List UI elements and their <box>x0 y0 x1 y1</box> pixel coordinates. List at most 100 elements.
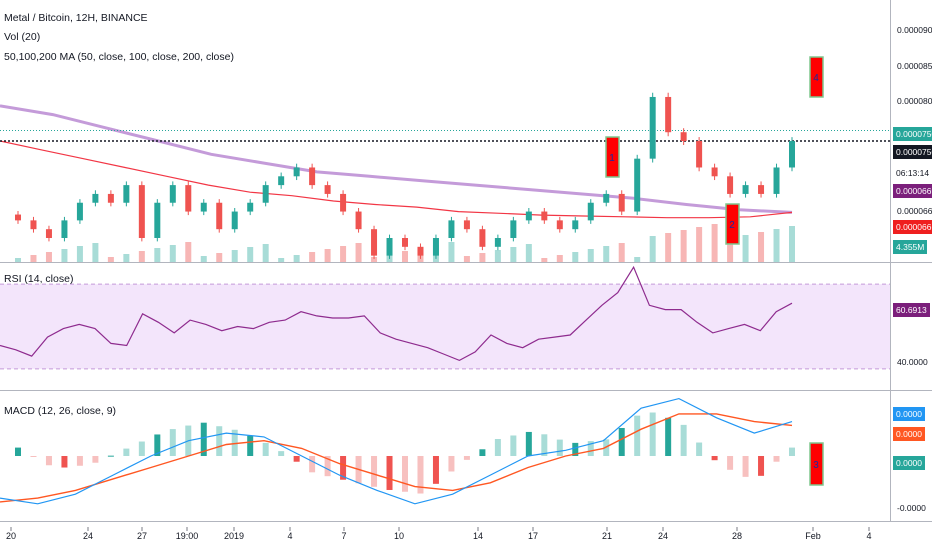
volume-bar <box>324 249 331 262</box>
rsi-value-tag: 60.6913 <box>893 303 930 317</box>
candle <box>773 167 780 194</box>
macd-histogram-bar <box>572 442 579 456</box>
volume-bar <box>494 250 501 262</box>
volume-bar <box>278 258 285 262</box>
rsi-chart[interactable] <box>0 263 890 390</box>
volume-bar <box>355 243 362 262</box>
annotation-box <box>809 442 824 486</box>
macd-histogram-bar <box>340 456 347 480</box>
annotation-label: 2 <box>729 220 735 231</box>
candle <box>618 193 625 212</box>
macd-histogram-bar <box>432 456 439 484</box>
price-chart[interactable]: 1 2 4 <box>0 0 890 262</box>
time-label: 14 <box>472 531 484 541</box>
macd-histogram-bar <box>773 456 780 462</box>
macd-histogram-bar <box>30 456 37 457</box>
signal-value-tag: 0.0000 <box>893 427 925 441</box>
macd-histogram-bar <box>494 439 501 456</box>
volume-bar <box>340 246 347 262</box>
macd-histogram-bar <box>742 456 749 477</box>
price-pane[interactable]: 1 2 4 Metal / Bitcoin, 12H, BINANCE Vol (2… <box>0 0 890 262</box>
volume-legend: Vol (20) <box>4 31 41 43</box>
volume-bar <box>572 252 579 262</box>
macd-histogram-bar <box>649 412 656 456</box>
time-label: 28 <box>731 531 743 541</box>
candle <box>45 229 52 238</box>
macd-histogram-bar <box>15 447 21 456</box>
candle <box>402 238 408 247</box>
rsi-scale[interactable]: 60.6913 40.0000 <box>890 263 932 390</box>
macd-histogram-bar <box>587 441 594 456</box>
signal-line <box>0 413 793 503</box>
volume-bar <box>525 244 532 262</box>
candle <box>309 167 316 186</box>
macd-tick: -0.0000 <box>897 503 926 513</box>
volume-bar <box>587 249 594 262</box>
volume-bar <box>649 236 656 262</box>
volume-bar <box>634 257 641 262</box>
macd-histogram-bar <box>107 455 114 457</box>
macd-histogram-bar <box>293 456 300 462</box>
time-label: 19:00 <box>175 531 199 541</box>
time-label: Feb <box>805 531 821 541</box>
macd-histogram-bar <box>247 435 254 456</box>
time-label: 10 <box>393 531 405 541</box>
volume-bar <box>169 245 176 262</box>
time-label: 17 <box>527 531 539 541</box>
candle <box>169 185 176 203</box>
macd-histogram-bar <box>479 449 486 456</box>
time-label: 20 <box>5 531 17 541</box>
macd-histogram-bar <box>324 456 331 477</box>
macd-histogram-bar <box>448 456 455 472</box>
candle <box>789 141 795 168</box>
macd-pane[interactable]: 3 MACD (12, 26, close, 9) <box>0 391 890 521</box>
macd-scale[interactable]: 0.0000 0.0000 0.0000 -0.0000 <box>890 391 932 521</box>
candle <box>680 132 687 142</box>
volume-bar <box>262 244 269 262</box>
pane-separator[interactable] <box>0 262 932 263</box>
macd-histogram-bar <box>371 456 378 487</box>
candle <box>649 96 656 159</box>
candle <box>123 185 130 203</box>
symbol-legend: Metal / Bitcoin, 12H, BINANCE <box>4 12 148 24</box>
volume-bar <box>758 232 765 262</box>
macd-chart[interactable]: 3 <box>0 391 890 521</box>
countdown-tag: 06:13:14 <box>893 166 932 180</box>
macd-histogram-bar <box>525 431 532 456</box>
price-tick: 0.0000669 <box>897 206 932 216</box>
time-label: 27 <box>136 531 148 541</box>
rsi-pane[interactable]: RSI (14, close) <box>0 263 890 390</box>
annotation-box <box>725 203 740 245</box>
annotation-box <box>605 136 620 178</box>
candle <box>76 202 83 221</box>
macd-histogram-bar <box>510 435 517 456</box>
macd-histogram-bar <box>45 456 52 466</box>
volume-bar <box>154 248 161 262</box>
volume-bar <box>247 247 254 262</box>
volume-bar <box>510 247 517 262</box>
time-label: 7 <box>341 531 347 541</box>
macd-histogram-bar <box>154 434 161 456</box>
volume-bar <box>696 227 703 262</box>
macd-histogram-bar <box>200 422 207 456</box>
candle <box>541 211 548 221</box>
ma200-line <box>0 104 793 214</box>
annotation-label: 3 <box>813 460 819 471</box>
time-axis-border <box>0 521 932 522</box>
volume-bar <box>30 255 37 262</box>
time-axis[interactable] <box>0 522 890 550</box>
candle <box>278 176 285 186</box>
volume-bar <box>15 258 21 262</box>
volume-bar <box>541 258 548 262</box>
macd-histogram-bar <box>92 456 99 463</box>
candle <box>758 185 765 194</box>
pane-separator[interactable] <box>0 390 932 391</box>
macd-histogram-bar <box>696 442 703 456</box>
volume-bar <box>61 249 68 262</box>
candle <box>479 229 486 247</box>
candle <box>696 141 703 168</box>
candle <box>494 238 501 247</box>
